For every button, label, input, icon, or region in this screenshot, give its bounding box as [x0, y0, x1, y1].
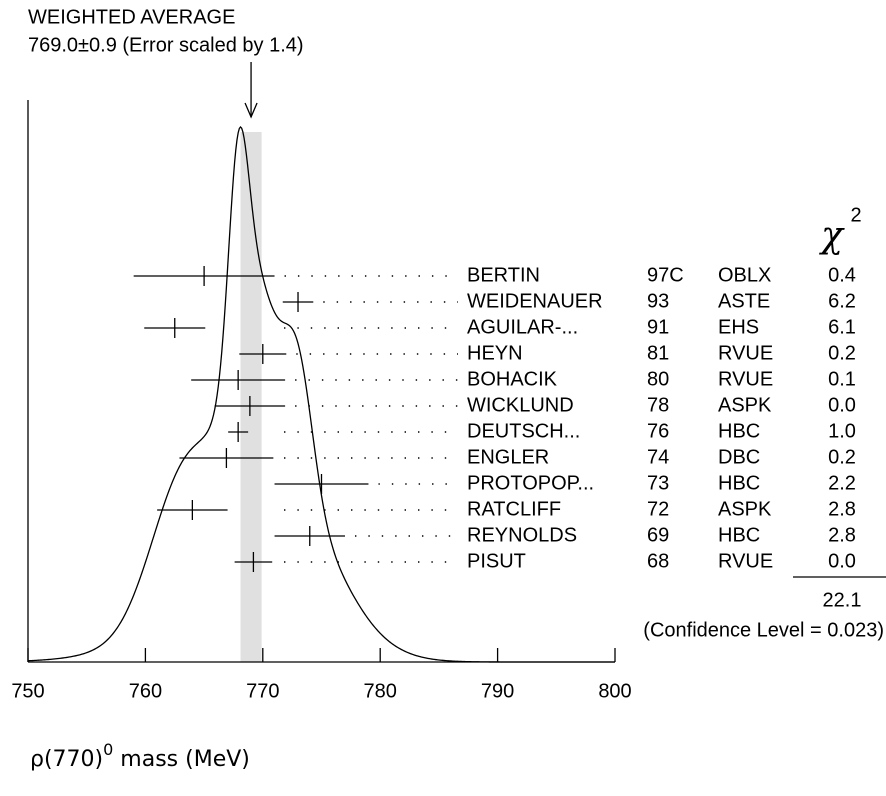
measurement-name: WEIDENAUER: [467, 290, 603, 312]
measurement-technique: ASPK: [718, 394, 772, 416]
x-label-base: ρ(770): [30, 747, 103, 772]
measurement-name: DEUTSCH...: [467, 420, 580, 442]
x-tick-label: 760: [129, 680, 162, 702]
measurement-year: 81: [647, 342, 669, 364]
measurement-year: 91: [647, 316, 669, 338]
measurement-year: 73: [647, 472, 669, 494]
measurement-row: BERTIN 97C OBLX 0.4: [133, 264, 856, 286]
measurement-chi2: 2.2: [828, 472, 856, 494]
measurement-row: PISUT 68 RVUE 0.0: [234, 550, 856, 572]
measurement-technique: RVUE: [718, 550, 773, 572]
measurement-chi2: 0.0: [828, 394, 856, 416]
measurement-name: REYNOLDS: [467, 524, 577, 546]
chi2-header-sup: 2: [850, 204, 861, 226]
measurement-technique: DBC: [718, 446, 760, 468]
measurement-year: 69: [647, 524, 669, 546]
measurement-chi2: 0.2: [828, 446, 856, 468]
measurement-year: 68: [647, 550, 669, 572]
measurement-chi2: 0.2: [828, 342, 856, 364]
measurement-year: 93: [647, 290, 669, 312]
measurement-row: HEYN 81 RVUE 0.2: [239, 342, 856, 364]
measurement-row: REYNOLDS 69 HBC 2.8: [274, 524, 856, 546]
x-tick-label: 790: [481, 680, 514, 702]
x-tick-label: 780: [364, 680, 397, 702]
measurement-name: WICKLUND: [467, 394, 574, 416]
measurement-year: 74: [647, 446, 669, 468]
measurement-name: BOHACIK: [467, 368, 558, 390]
chart-subtitle: 769.0±0.9 (Error scaled by 1.4): [28, 34, 304, 56]
measurement-technique: ASTE: [718, 290, 770, 312]
measurement-name: ENGLER: [467, 446, 549, 468]
measurement-chi2: 2.8: [828, 524, 856, 546]
measurement-name: AGUILAR-...: [467, 316, 578, 338]
measurement-year: 76: [647, 420, 669, 442]
measurement-chi2: 0.0: [828, 550, 856, 572]
measurement-chi2: 6.2: [828, 290, 856, 312]
measurement-chi2: 0.1: [828, 368, 856, 390]
measurement-name: RATCLIFF: [467, 498, 561, 520]
measurement-name: HEYN: [467, 342, 523, 364]
average-band: [240, 132, 262, 662]
measurement-row: ENGLER 74 DBC 0.2: [179, 446, 856, 468]
chi2-total: 22.1: [823, 589, 862, 611]
measurement-technique: ASPK: [718, 498, 772, 520]
confidence-level: (Confidence Level = 0.023): [643, 619, 884, 641]
x-axis-label: ρ(770)0 mass (MeV): [30, 740, 250, 773]
measurement-row: BOHACIK 80 RVUE 0.1: [191, 368, 856, 390]
measurement-technique: RVUE: [718, 342, 773, 364]
average-arrow-head: [244, 102, 258, 119]
x-tick-label: 800: [598, 680, 631, 702]
measurement-row: WEIDENAUER 93 ASTE 6.2: [282, 290, 856, 312]
measurement-name: BERTIN: [467, 264, 540, 286]
measurement-row: RATCLIFF 72 ASPK 2.8: [157, 498, 856, 520]
measurement-technique: RVUE: [718, 368, 773, 390]
measurement-year: 72: [647, 498, 669, 520]
measurement-row: WICKLUND 78 ASPK 0.0: [214, 394, 856, 416]
chart-title: WEIGHTED AVERAGE: [28, 6, 235, 28]
measurement-row: AGUILAR-... 91 EHS 6.1: [144, 316, 856, 338]
measurement-row: DEUTSCH... 76 HBC 1.0: [228, 420, 856, 442]
x-label-sup: 0: [103, 740, 113, 759]
x-tick-label: 750: [11, 680, 44, 702]
measurement-chi2: 1.0: [828, 420, 856, 442]
measurement-name: PROTOPOP...: [467, 472, 594, 494]
measurement-technique: EHS: [718, 316, 759, 338]
measurement-technique: HBC: [718, 524, 760, 546]
measurement-year: 97C: [647, 264, 684, 286]
measurement-year: 80: [647, 368, 669, 390]
measurement-chi2: 2.8: [828, 498, 856, 520]
x-label-rest: mass (MeV): [113, 747, 250, 772]
measurement-chi2: 0.4: [828, 264, 856, 286]
measurement-technique: OBLX: [718, 264, 771, 286]
measurement-technique: HBC: [718, 420, 760, 442]
measurement-row: PROTOPOP... 73 HBC 2.2: [274, 472, 856, 494]
chi2-header: χ: [818, 215, 845, 256]
x-tick-label: 770: [246, 680, 279, 702]
measurement-name: PISUT: [467, 550, 526, 572]
measurement-year: 78: [647, 394, 669, 416]
measurement-chi2: 6.1: [828, 316, 856, 338]
measurement-technique: HBC: [718, 472, 760, 494]
